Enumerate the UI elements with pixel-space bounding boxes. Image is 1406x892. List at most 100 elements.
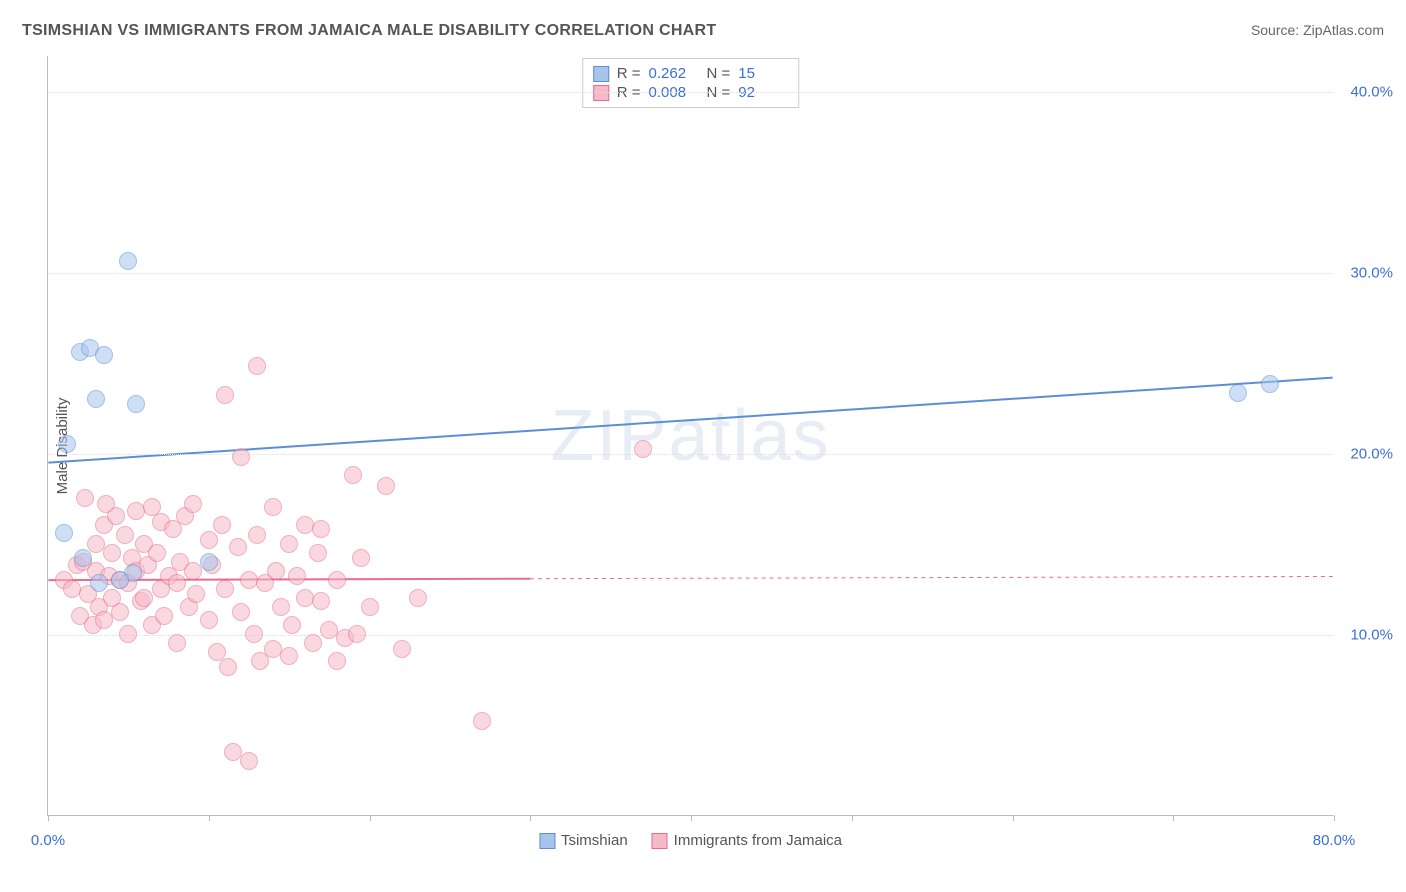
- x-tick: [530, 815, 531, 821]
- point-jamaica: [135, 589, 153, 607]
- point-tsimshian: [111, 571, 129, 589]
- point-jamaica: [229, 538, 247, 556]
- point-jamaica: [240, 571, 258, 589]
- point-jamaica: [232, 603, 250, 621]
- legend-label-tsimshian: Tsimshian: [561, 832, 628, 849]
- point-jamaica: [111, 603, 129, 621]
- point-jamaica: [119, 625, 137, 643]
- x-tick: [1334, 815, 1335, 821]
- legend-item-tsimshian: Tsimshian: [539, 832, 628, 849]
- x-tick: [370, 815, 371, 821]
- point-jamaica: [219, 658, 237, 676]
- gridline: [48, 92, 1333, 93]
- r-label: R =: [617, 65, 641, 82]
- point-jamaica: [312, 520, 330, 538]
- y-tick-label: 40.0%: [1350, 84, 1393, 101]
- point-jamaica: [168, 634, 186, 652]
- scatter-plot: ZIPatlas R = 0.262 N = 15 R = 0.008 N = …: [47, 56, 1333, 816]
- point-jamaica: [213, 516, 231, 534]
- source-label: Source: ZipAtlas.com: [1251, 22, 1384, 38]
- point-jamaica: [634, 440, 652, 458]
- x-tick: [48, 815, 49, 821]
- point-jamaica: [377, 477, 395, 495]
- watermark: ZIPatlas: [550, 395, 830, 477]
- point-jamaica: [168, 574, 186, 592]
- n-label: N =: [707, 65, 731, 82]
- point-jamaica: [409, 589, 427, 607]
- point-tsimshian: [87, 390, 105, 408]
- point-jamaica: [200, 611, 218, 629]
- point-jamaica: [344, 466, 362, 484]
- point-jamaica: [304, 634, 322, 652]
- legend-item-jamaica: Immigrants from Jamaica: [652, 832, 842, 849]
- point-tsimshian: [74, 549, 92, 567]
- point-jamaica: [248, 357, 266, 375]
- point-jamaica: [296, 516, 314, 534]
- swatch-jamaica-icon: [652, 833, 668, 849]
- x-tick-label: 0.0%: [31, 832, 65, 849]
- gridline: [48, 635, 1333, 636]
- series-legend: Tsimshian Immigrants from Jamaica: [539, 832, 842, 849]
- x-tick: [691, 815, 692, 821]
- point-tsimshian: [1229, 384, 1247, 402]
- point-jamaica: [328, 571, 346, 589]
- point-tsimshian: [95, 346, 113, 364]
- x-tick: [1173, 815, 1174, 821]
- point-jamaica: [184, 562, 202, 580]
- point-jamaica: [328, 652, 346, 670]
- point-jamaica: [248, 526, 266, 544]
- swatch-tsimshian: [593, 66, 609, 82]
- point-jamaica: [76, 489, 94, 507]
- point-jamaica: [312, 592, 330, 610]
- point-jamaica: [200, 531, 218, 549]
- trend-lines: [48, 56, 1333, 815]
- y-tick-label: 30.0%: [1350, 265, 1393, 282]
- y-tick-label: 20.0%: [1350, 446, 1393, 463]
- point-jamaica: [352, 549, 370, 567]
- point-jamaica: [103, 544, 121, 562]
- legend-row-tsimshian: R = 0.262 N = 15: [593, 64, 789, 83]
- point-jamaica: [280, 647, 298, 665]
- legend-label-jamaica: Immigrants from Jamaica: [674, 832, 842, 849]
- x-tick: [1013, 815, 1014, 821]
- gridline: [48, 273, 1333, 274]
- point-tsimshian: [1261, 375, 1279, 393]
- point-jamaica: [361, 598, 379, 616]
- point-jamaica: [393, 640, 411, 658]
- point-tsimshian: [200, 553, 218, 571]
- r-value-tsimshian: 0.262: [649, 65, 699, 82]
- x-tick-label: 80.0%: [1313, 832, 1356, 849]
- point-jamaica: [264, 498, 282, 516]
- point-tsimshian: [58, 435, 76, 453]
- point-jamaica: [187, 585, 205, 603]
- point-jamaica: [184, 495, 202, 513]
- point-jamaica: [267, 562, 285, 580]
- point-jamaica: [155, 607, 173, 625]
- point-tsimshian: [55, 524, 73, 542]
- x-tick: [209, 815, 210, 821]
- point-jamaica: [309, 544, 327, 562]
- point-jamaica: [348, 625, 366, 643]
- point-jamaica: [97, 495, 115, 513]
- point-jamaica: [116, 526, 134, 544]
- swatch-tsimshian-icon: [539, 833, 555, 849]
- point-jamaica: [272, 598, 290, 616]
- point-jamaica: [245, 625, 263, 643]
- point-tsimshian: [119, 252, 137, 270]
- n-value-tsimshian: 15: [738, 65, 788, 82]
- point-jamaica: [473, 712, 491, 730]
- point-jamaica: [296, 589, 314, 607]
- point-jamaica: [280, 535, 298, 553]
- point-jamaica: [283, 616, 301, 634]
- point-tsimshian: [90, 574, 108, 592]
- point-jamaica: [232, 448, 250, 466]
- point-jamaica: [240, 752, 258, 770]
- x-tick: [852, 815, 853, 821]
- correlation-legend: R = 0.262 N = 15 R = 0.008 N = 92: [582, 58, 800, 108]
- point-jamaica: [216, 386, 234, 404]
- chart-title: TSIMSHIAN VS IMMIGRANTS FROM JAMAICA MAL…: [22, 22, 716, 40]
- point-jamaica: [288, 567, 306, 585]
- point-tsimshian: [127, 395, 145, 413]
- point-jamaica: [216, 580, 234, 598]
- point-jamaica: [148, 544, 166, 562]
